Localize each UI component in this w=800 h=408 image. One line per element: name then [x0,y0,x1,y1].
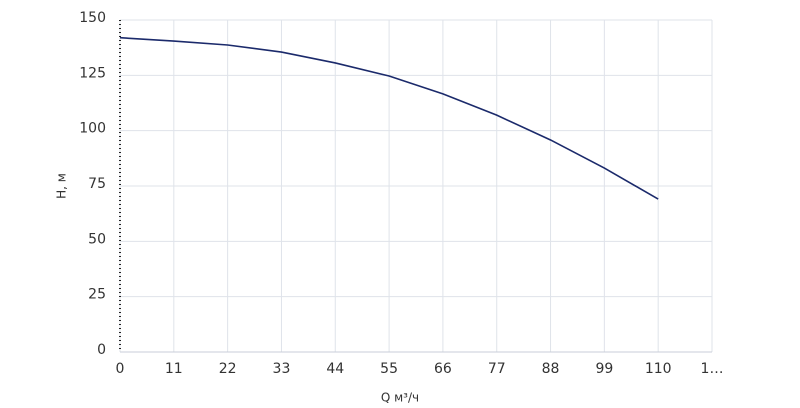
y-tick-label: 125 [79,65,106,81]
y-tick-label: 50 [88,231,106,247]
x-tick-label: 0 [116,361,125,377]
x-tick-label: 11 [165,361,183,377]
y-tick-label: 100 [79,121,106,137]
x-tick-label: 1… [701,361,724,377]
y-axis-label: H, м [55,173,69,199]
x-axis-label: Q м³/ч [381,391,419,405]
x-tick-label: 110 [645,361,672,377]
x-tick-label: 66 [434,361,452,377]
y-tick-label: 150 [79,10,106,26]
x-tick-label: 88 [542,361,560,377]
x-tick-label: 44 [326,361,344,377]
y-tick-label: 75 [88,176,106,192]
x-tick-label: 22 [219,361,237,377]
y-tick-label: 0 [97,342,106,358]
y-tick-label: 25 [88,287,106,303]
x-tick-label: 33 [273,361,291,377]
x-tick-label: 77 [488,361,506,377]
x-tick-label: 55 [380,361,398,377]
line-series [119,36,659,200]
x-tick-label: 99 [595,361,613,377]
